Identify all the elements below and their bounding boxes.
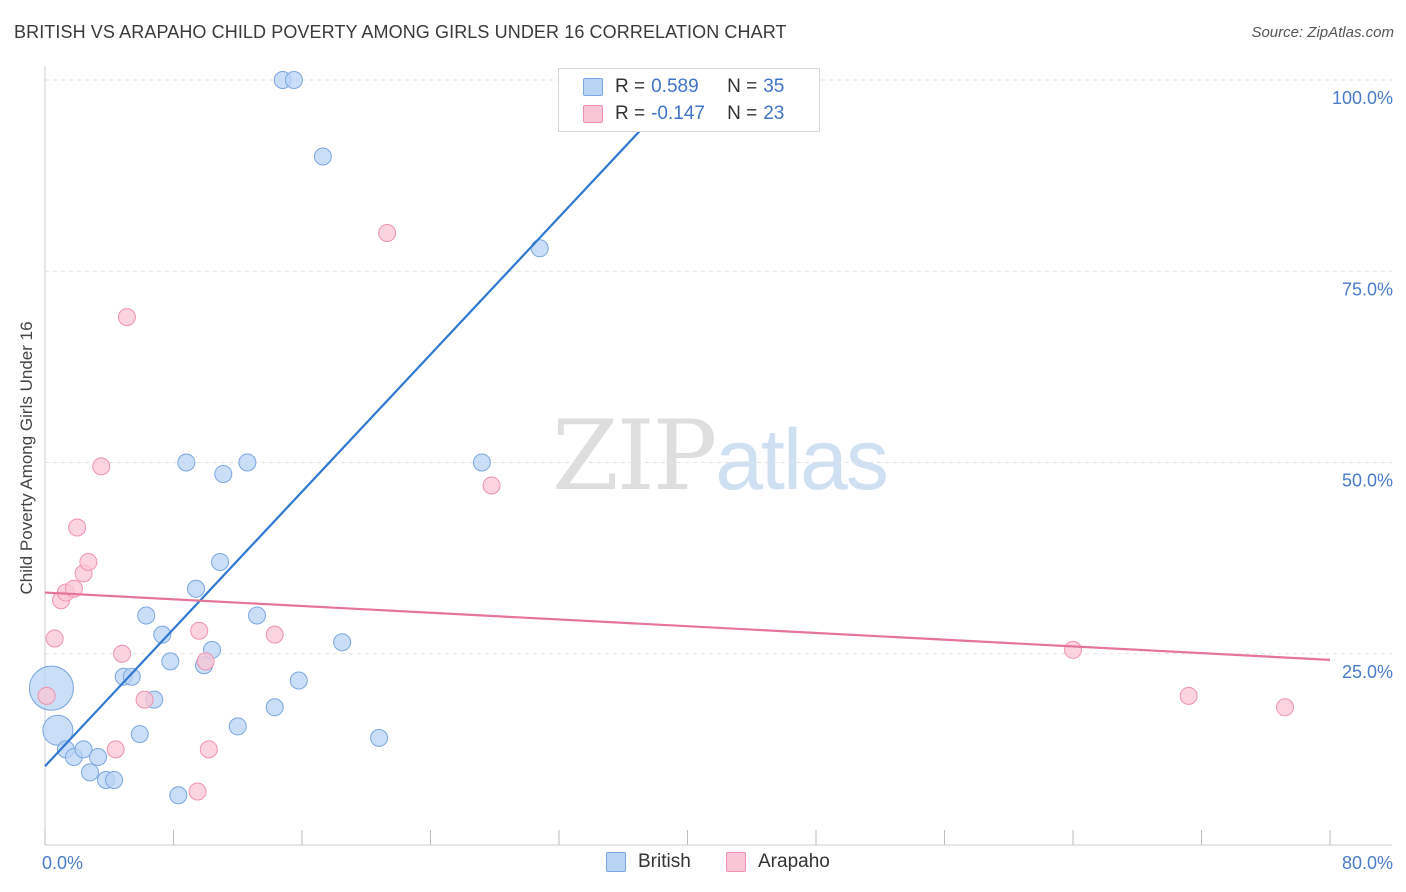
british-point [177,453,196,472]
arapaho-point [117,308,136,327]
british-point [186,579,205,598]
arapaho-point [1179,686,1198,705]
legend-row-arapaho: R = -0.147 N = 23 [583,102,784,126]
arapaho-point [265,625,284,644]
arapaho-point [45,629,64,648]
arapaho-point [199,740,218,759]
arapaho-point [106,740,125,759]
british-swatch [606,852,626,872]
arapaho-points [37,224,1295,801]
axes [44,66,1392,846]
british-point [105,770,124,789]
watermark: ZIPatlas [552,400,889,512]
y-axis-label: Child Poverty Among Girls Under 16 [17,321,36,594]
y-tick-label: 75.0% [1342,279,1393,299]
watermark-zip: ZIP [552,400,717,512]
y-tick-label: 50.0% [1342,471,1393,491]
british-point [333,633,352,652]
y-tick-label: 100.0% [1332,88,1393,108]
arapaho-point [482,476,501,495]
british-swatch [583,78,603,96]
british-point [472,453,491,472]
british-point [313,147,332,166]
arapaho-swatch [726,852,746,872]
source-label: Source: ZipAtlas.com [1251,24,1394,41]
british-point [284,71,303,89]
r-value: -0.147 [651,103,705,124]
watermark-atlas: atlas [715,412,889,508]
british-point [137,606,156,625]
arapaho-point [92,457,111,476]
british-point [74,740,93,759]
arapaho-point [378,224,397,242]
arapaho-point [190,621,209,640]
british-point [42,714,74,746]
legend-row-british: R = 0.589 N = 35 [583,75,784,99]
arapaho-point [196,652,215,671]
x-tick-label: 0.0% [42,853,83,873]
arapaho-point [188,782,207,801]
british-point [289,671,308,690]
british-point [80,763,99,782]
british-point [530,239,549,258]
legend-item-arapaho[interactable]: Arapaho [726,851,830,873]
arapaho-point [79,552,98,571]
r-value: 0.589 [651,76,699,97]
british-point [370,728,389,747]
arapaho-point [135,690,154,709]
x-tick-label: 80.0% [1342,853,1393,873]
stats-legend: R = 0.589 N = 35 R = -0.147 N = 23 [558,68,820,132]
series-legend: British Arapaho [0,851,1406,879]
n-value: 35 [763,76,785,97]
chart-title: BRITISH VS ARAPAHO CHILD POVERTY AMONG G… [14,22,787,42]
british-point [228,717,247,736]
british-point [211,552,230,571]
arapaho-swatch [583,105,603,123]
arapaho-point [1064,640,1082,659]
british-point [122,667,141,686]
legend-label-british: British [638,851,691,872]
grid-lines [45,79,1392,655]
legend-item-british[interactable]: British [606,851,691,873]
british-point [248,606,267,625]
trendlines [44,79,1331,767]
british-point [89,748,108,767]
arapaho-point [68,518,87,537]
british-point [238,453,257,472]
arapaho-point [113,644,132,663]
arapaho-point [37,686,56,705]
british-point [214,464,233,483]
british-trendline [44,79,689,767]
n-label: N = [727,76,758,97]
british-point [265,698,284,717]
british-point [153,625,172,644]
british-points [28,71,549,805]
arapaho-point [1276,698,1295,717]
r-label: R = [615,76,646,97]
tick-labels: 25.0% 50.0% 75.0% 100.0% 0.0% 80.0% [42,88,1393,873]
n-label: N = [727,103,758,124]
british-point [28,665,74,711]
british-point [169,786,188,805]
y-tick-label: 25.0% [1342,662,1393,682]
arapaho-trendline [44,591,1331,661]
r-label: R = [615,103,646,124]
british-point [130,725,149,744]
n-value: 23 [763,103,785,124]
legend-label-arapaho: Arapaho [758,851,830,872]
british-point [161,652,180,671]
